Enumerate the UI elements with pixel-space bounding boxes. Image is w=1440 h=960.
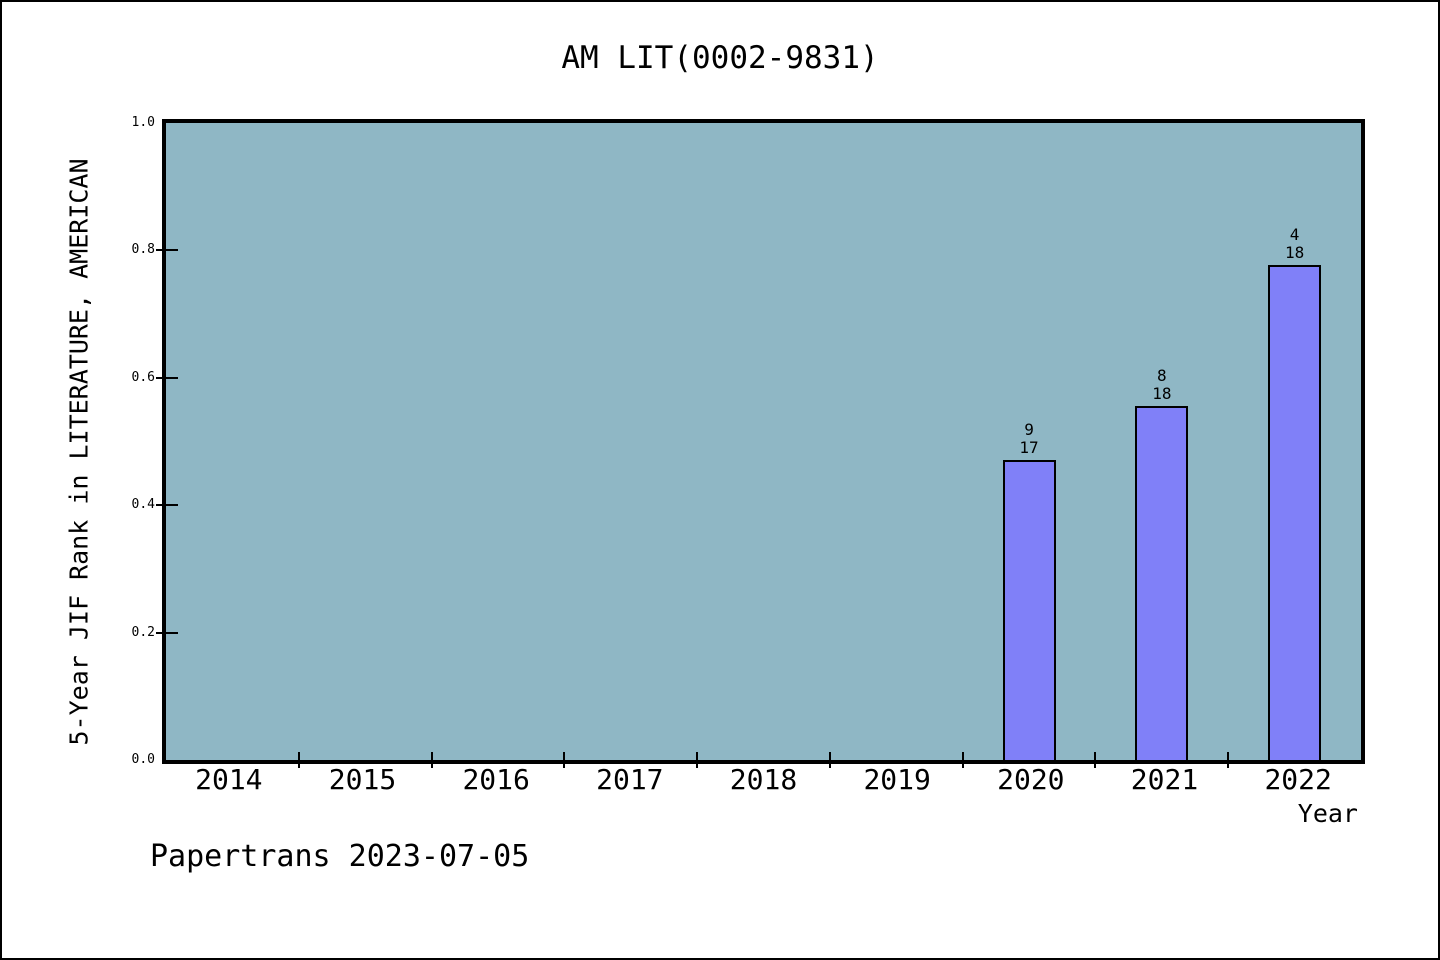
- x-axis-tick: [297, 752, 300, 768]
- y-tick-label-0.0: 0.0: [131, 752, 155, 767]
- watermark-text: Papertrans 2023-07-05: [150, 839, 530, 874]
- x-tick-label-2022: 2022: [1264, 763, 1332, 796]
- bar-total-value: 17: [1019, 438, 1039, 458]
- y-axis-tick: [156, 504, 178, 507]
- x-axis-tick: [1227, 752, 1230, 768]
- y-tick-label-0.8: 0.8: [131, 242, 155, 258]
- x-axis-label: Year: [1297, 799, 1358, 828]
- y-axis-tick: [156, 249, 178, 252]
- y-tick-label-0.2: 0.2: [131, 624, 155, 640]
- bar-2021: [1135, 406, 1189, 760]
- x-axis-tick: [961, 752, 964, 768]
- x-tick-label-2016: 2016: [462, 763, 530, 796]
- bar-total-value: 18: [1152, 384, 1172, 404]
- x-tick-label-2018: 2018: [729, 763, 798, 796]
- x-tick-label-2014: 2014: [195, 763, 263, 796]
- x-axis-tick: [828, 752, 831, 768]
- x-axis-tick: [1094, 752, 1097, 768]
- x-tick-label-2020: 2020: [997, 763, 1065, 796]
- y-axis-tick-labels: 0.0 0.2 0.4 0.6 0.8 1.0: [2, 115, 158, 767]
- plot-area: 9 17 8 18 4 18: [156, 119, 1365, 768]
- x-axis-tick: [430, 752, 433, 768]
- y-axis-tick: [156, 631, 178, 634]
- bar-total-value: 18: [1284, 242, 1305, 262]
- y-tick-label-0.6: 0.6: [131, 369, 155, 385]
- x-axis-tick: [563, 752, 566, 768]
- x-axis-tick-labels: 2014 2015 2016 2017 2018 2019 2020 2021 2022: [162, 764, 1365, 800]
- bar-rank-value: 4: [1289, 224, 1300, 244]
- x-tick-label-2019: 2019: [863, 763, 931, 796]
- bar-2022: [1268, 264, 1322, 760]
- x-axis-tick: [696, 752, 699, 768]
- bar-label-2021: 8 18: [1152, 367, 1171, 403]
- y-tick-label-0.4: 0.4: [131, 497, 155, 513]
- bar-rank-value: 8: [1157, 366, 1167, 386]
- chart-title: AM LIT(0002-9831): [561, 40, 879, 76]
- bar-2020: [1002, 460, 1056, 760]
- x-tick-label-2017: 2017: [596, 763, 664, 796]
- y-tick-label-1.0: 1.0: [131, 115, 155, 130]
- x-tick-label-2015: 2015: [328, 763, 397, 796]
- bar-rank-value: 9: [1024, 420, 1034, 440]
- bar-label-2020: 9 17: [1019, 421, 1038, 457]
- y-axis-tick: [156, 376, 178, 379]
- x-tick-label-2021: 2021: [1130, 763, 1199, 796]
- bar-label-2022: 4 18: [1284, 224, 1305, 262]
